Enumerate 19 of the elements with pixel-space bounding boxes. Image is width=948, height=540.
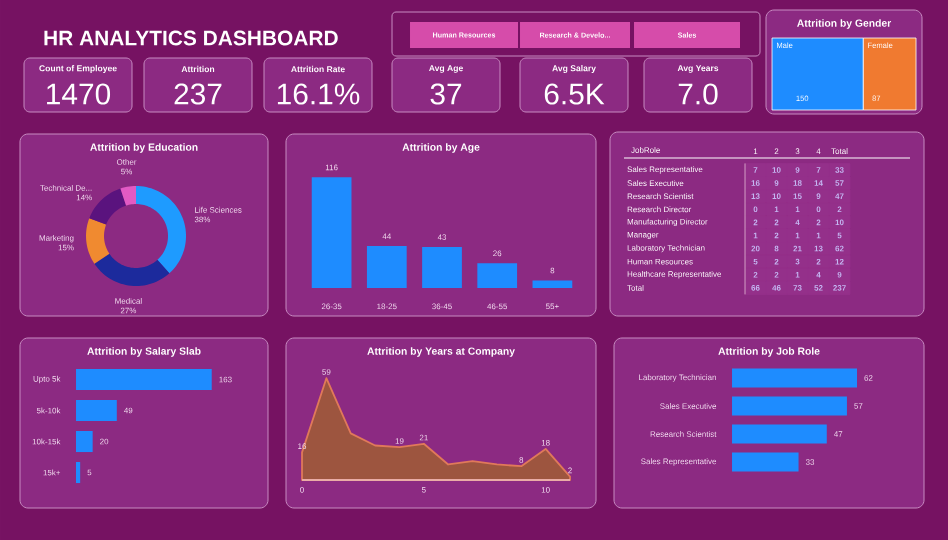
bar bbox=[76, 399, 117, 422]
text: 237 bbox=[174, 83, 222, 105]
bar bbox=[477, 263, 518, 289]
text: 1470 bbox=[47, 83, 111, 105]
bar bbox=[732, 452, 799, 472]
bar bbox=[732, 424, 827, 444]
text: 6.5K bbox=[544, 83, 605, 105]
bar bbox=[76, 368, 212, 391]
bar bbox=[732, 368, 858, 388]
text: 37 bbox=[430, 83, 462, 105]
bar bbox=[732, 396, 847, 416]
bar bbox=[311, 177, 352, 289]
bar bbox=[422, 246, 462, 289]
text: 16.1% bbox=[277, 83, 360, 105]
bar bbox=[366, 246, 407, 289]
bar bbox=[76, 430, 93, 453]
text: 7.0 bbox=[678, 83, 718, 105]
text: HR ANALYTICS DASHBOARD bbox=[44, 30, 338, 46]
bar bbox=[532, 280, 573, 289]
